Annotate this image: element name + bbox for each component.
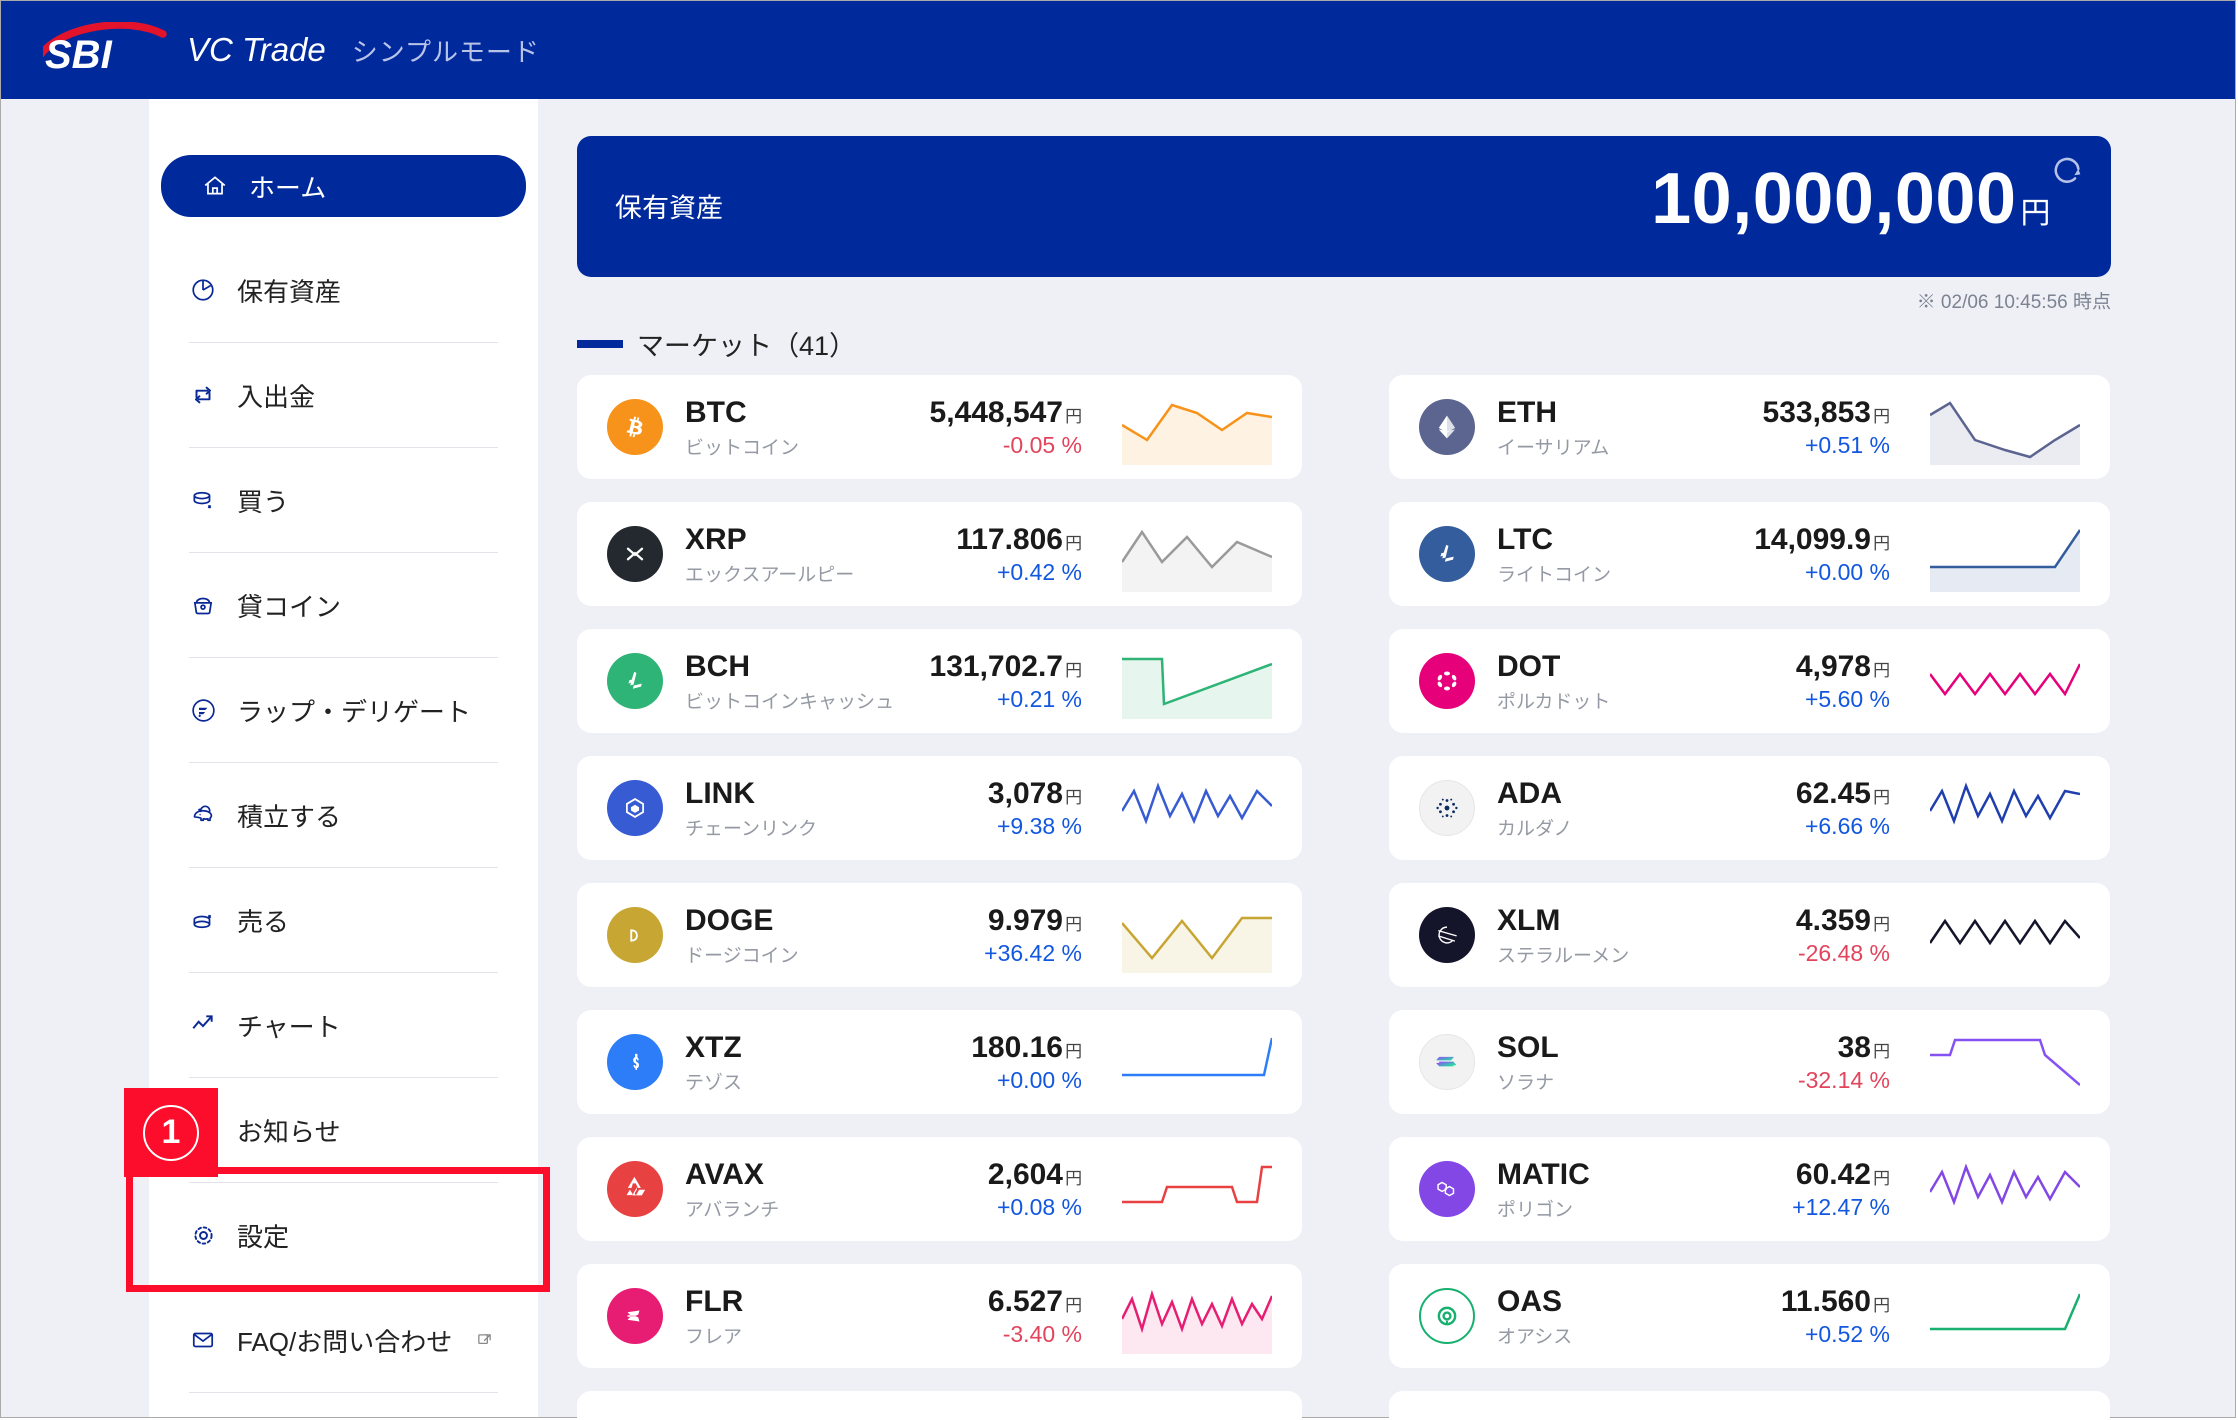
svg-text:SBI: SBI: [45, 33, 113, 77]
